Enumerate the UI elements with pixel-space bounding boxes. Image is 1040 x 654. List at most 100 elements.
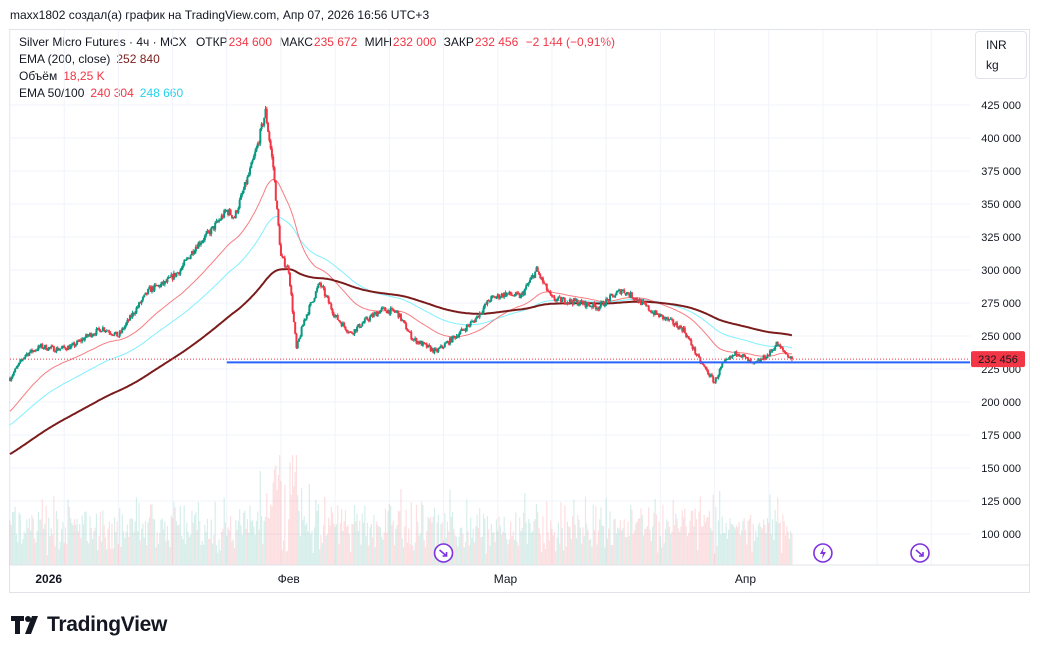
volume-label: Объём xyxy=(19,69,58,83)
volume-bar-266 xyxy=(352,524,354,565)
volume-bar-464 xyxy=(608,528,610,565)
candle-body-467 xyxy=(611,294,614,296)
candle-body-352 xyxy=(463,329,466,331)
volume-bar-164 xyxy=(221,531,223,565)
candle-body-190 xyxy=(254,151,257,157)
candle-body-185 xyxy=(247,174,250,177)
volume-bar-37 xyxy=(57,518,59,565)
candle-body-83 xyxy=(116,331,119,337)
volume-bar-105 xyxy=(144,521,147,565)
candle-body-42 xyxy=(63,345,66,348)
volume-bar-327 xyxy=(431,522,433,565)
candle-body-593 xyxy=(774,346,777,350)
volume-bar-364 xyxy=(479,508,481,565)
volume-bar-324 xyxy=(427,516,429,565)
unit-selector[interactable]: INR kg xyxy=(975,31,1027,79)
candle-body-242 xyxy=(321,286,324,288)
candle-body-121 xyxy=(165,281,168,283)
volume-bar-526 xyxy=(688,532,690,565)
volume-bar-52 xyxy=(76,518,78,565)
candle-body-319 xyxy=(420,341,423,346)
volume-bar-523 xyxy=(684,508,686,565)
volume-bar-597 xyxy=(779,522,781,565)
volume-bar-212 xyxy=(282,540,285,565)
volume-bar-508 xyxy=(664,528,667,565)
volume-bar-294 xyxy=(388,503,390,565)
tradingview-logo[interactable]: TradingView xyxy=(11,613,167,637)
candle-body-199 xyxy=(265,108,268,123)
candle-body-24 xyxy=(39,344,42,348)
volume-bar-215 xyxy=(286,550,289,565)
event-icon-2[interactable] xyxy=(910,543,930,563)
volume-bar-157 xyxy=(211,543,214,565)
candle-body-505 xyxy=(660,314,663,316)
volume-bar-220 xyxy=(293,486,295,565)
candle-body-384 xyxy=(504,292,507,297)
time-axis[interactable]: 2026 Фев Мар Апр xyxy=(10,564,1029,586)
volume-bar-348 xyxy=(458,536,460,565)
volume-bar-365 xyxy=(480,537,482,565)
candle-body-412 xyxy=(540,277,543,279)
volume-bar-80 xyxy=(112,548,114,565)
event-icon-0[interactable] xyxy=(433,543,454,563)
candle-body-485 xyxy=(634,297,637,300)
candle-body-76 xyxy=(107,330,110,332)
candle-body-560 xyxy=(731,355,734,358)
volume-bar-442 xyxy=(579,527,581,565)
symbol-label[interactable]: Silver Micro Futures · 4ч · MCX xyxy=(19,35,187,49)
volume-bar-371 xyxy=(488,529,490,565)
candle-body-114 xyxy=(156,285,159,287)
candle-body-241 xyxy=(319,282,322,287)
candle-body-144 xyxy=(194,246,197,252)
volume-bar-112 xyxy=(153,519,156,565)
volume-bar-386 xyxy=(507,544,509,565)
volume-bar-234 xyxy=(311,530,313,565)
event-icon-1[interactable] xyxy=(813,543,833,563)
candle-body-407 xyxy=(534,271,537,278)
candle-body-442 xyxy=(579,300,582,305)
volume-bar-159 xyxy=(214,501,216,565)
volume-bar-50 xyxy=(73,519,76,565)
candle-body-437 xyxy=(572,298,575,305)
candle-body-269 xyxy=(356,326,359,332)
legend-volume[interactable]: Объём 18,25 K xyxy=(19,68,105,84)
candle-body-139 xyxy=(188,257,191,259)
volume-bar-449 xyxy=(588,540,590,565)
volume-bar-516 xyxy=(675,513,677,565)
volume-bar-17 xyxy=(31,515,33,565)
candle-body-598 xyxy=(780,347,783,349)
volume-bar-470 xyxy=(615,533,618,565)
volume-bar-136 xyxy=(184,544,187,565)
volume-bar-107 xyxy=(147,522,149,565)
candle-body-528 xyxy=(690,340,693,346)
candle-body-436 xyxy=(571,301,574,305)
volume-bar-400 xyxy=(525,522,527,565)
candle-body-351 xyxy=(461,328,464,330)
volume-bar-391 xyxy=(513,539,516,565)
volume-bar-170 xyxy=(228,529,230,565)
candle-body-51 xyxy=(74,344,77,347)
volume-bar-97 xyxy=(134,521,136,565)
volume-bar-33 xyxy=(51,534,54,565)
candle-body-460 xyxy=(602,301,605,306)
candle-body-425 xyxy=(557,296,560,300)
volume-bar-387 xyxy=(508,539,510,565)
candle-body-205 xyxy=(273,167,276,181)
volume-bar-567 xyxy=(741,530,743,565)
volume-bar-525 xyxy=(686,536,689,565)
candle-body-323 xyxy=(425,343,428,348)
volume-bar-103 xyxy=(142,523,144,565)
volume-bar-342 xyxy=(450,516,452,565)
candle-body-294 xyxy=(388,310,391,315)
candle-body-197 xyxy=(263,117,266,126)
volume-bar-286 xyxy=(378,526,380,565)
volume-bar-171 xyxy=(230,516,232,565)
volume-bar-444 xyxy=(582,527,584,565)
candle-body-469 xyxy=(614,295,617,298)
volume-bar-221 xyxy=(294,471,296,565)
candle-body-343 xyxy=(451,335,454,343)
volume-bar-87 xyxy=(121,514,123,565)
volume-bar-487 xyxy=(637,518,639,565)
